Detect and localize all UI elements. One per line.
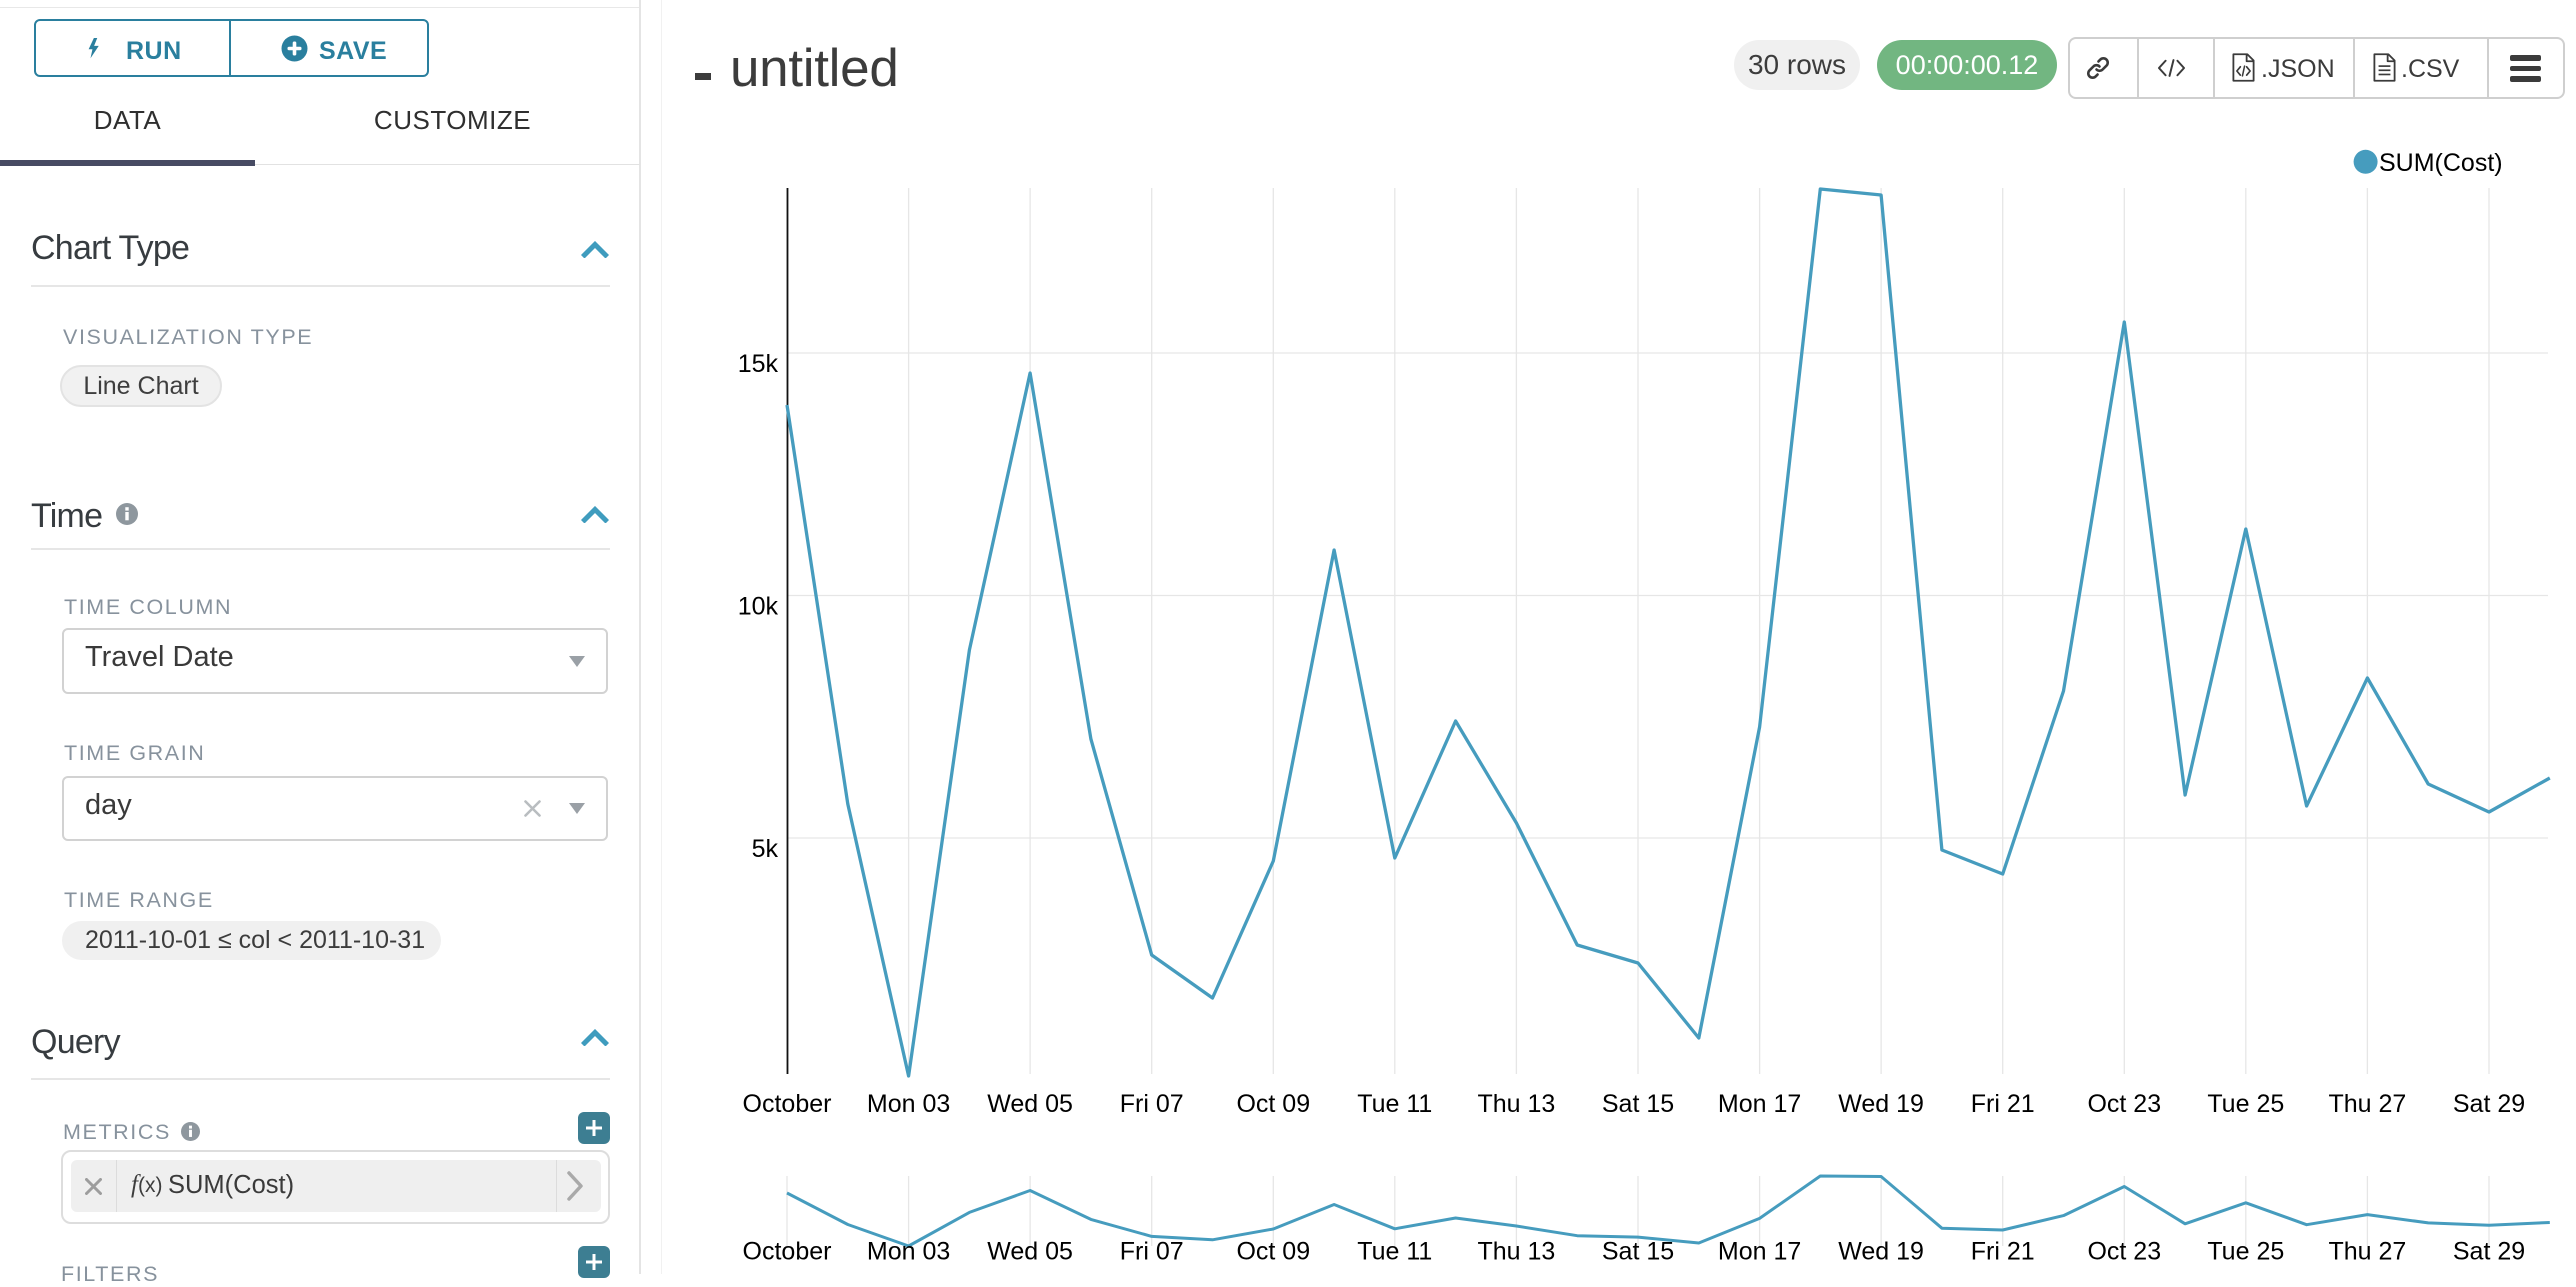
svg-text:Oct 09: Oct 09 — [1236, 1238, 1310, 1266]
svg-text:Wed 19: Wed 19 — [1838, 1238, 1924, 1266]
svg-text:Oct 23: Oct 23 — [2087, 1090, 2161, 1118]
svg-text:Oct 23: Oct 23 — [2087, 1238, 2161, 1266]
svg-text:Thu 13: Thu 13 — [1477, 1090, 1555, 1118]
svg-text:SUM(Cost): SUM(Cost) — [2379, 149, 2503, 177]
svg-text:Fri 07: Fri 07 — [1120, 1238, 1184, 1266]
svg-text:Mon 17: Mon 17 — [1718, 1238, 1801, 1266]
svg-text:Wed 05: Wed 05 — [987, 1090, 1073, 1118]
svg-text:October: October — [743, 1238, 832, 1266]
svg-text:5k: 5k — [752, 835, 779, 863]
svg-text:Thu 13: Thu 13 — [1477, 1238, 1555, 1266]
svg-text:Sat 29: Sat 29 — [2453, 1238, 2525, 1266]
svg-text:Mon 03: Mon 03 — [867, 1238, 950, 1266]
svg-text:Fri 21: Fri 21 — [1971, 1238, 2035, 1266]
svg-text:October: October — [743, 1090, 832, 1118]
svg-text:Thu 27: Thu 27 — [2328, 1238, 2406, 1266]
svg-text:Mon 17: Mon 17 — [1718, 1090, 1801, 1118]
svg-text:Thu 27: Thu 27 — [2328, 1090, 2406, 1118]
svg-text:Wed 05: Wed 05 — [987, 1238, 1073, 1266]
svg-text:Tue 25: Tue 25 — [2207, 1090, 2284, 1118]
svg-text:Oct 09: Oct 09 — [1236, 1090, 1310, 1118]
svg-text:Tue 11: Tue 11 — [1357, 1238, 1432, 1266]
svg-text:Sat 29: Sat 29 — [2453, 1090, 2525, 1118]
svg-text:10k: 10k — [738, 593, 779, 621]
svg-text:Fri 21: Fri 21 — [1971, 1090, 2035, 1118]
svg-text:Tue 11: Tue 11 — [1357, 1090, 1432, 1118]
svg-text:Wed 19: Wed 19 — [1838, 1090, 1924, 1118]
svg-text:Tue 25: Tue 25 — [2207, 1238, 2284, 1266]
svg-text:Sat 15: Sat 15 — [1602, 1090, 1674, 1118]
svg-text:15k: 15k — [738, 350, 779, 378]
svg-text:Mon 03: Mon 03 — [867, 1090, 950, 1118]
svg-text:Sat 15: Sat 15 — [1602, 1238, 1674, 1266]
svg-text:Fri 07: Fri 07 — [1120, 1090, 1184, 1118]
